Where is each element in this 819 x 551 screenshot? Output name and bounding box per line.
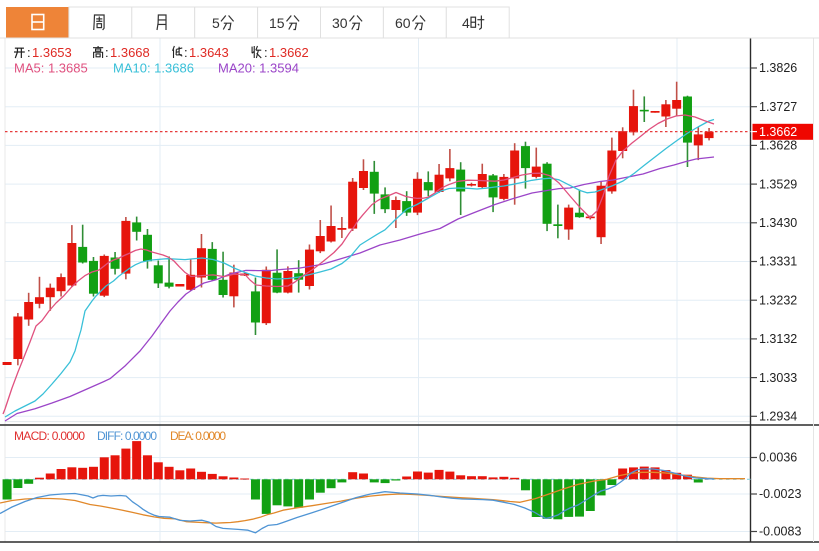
svg-text:1.3529: 1.3529 xyxy=(759,177,797,191)
svg-text::: : xyxy=(184,45,188,60)
svg-text::: : xyxy=(264,45,268,60)
svg-text:MACD: 0.0000: MACD: 0.0000 xyxy=(14,429,85,443)
svg-text:1.3727: 1.3727 xyxy=(759,100,797,114)
svg-text:1.3033: 1.3033 xyxy=(759,371,797,385)
svg-text:15: 15 xyxy=(269,15,285,31)
svg-text:1.3643: 1.3643 xyxy=(189,45,229,60)
svg-text:1.3662: 1.3662 xyxy=(759,125,797,139)
svg-text:DEA: 0.0000: DEA: 0.0000 xyxy=(170,429,226,443)
svg-text:1.2934: 1.2934 xyxy=(759,410,797,424)
svg-text:1.3668: 1.3668 xyxy=(110,45,150,60)
svg-text::: : xyxy=(27,45,31,60)
svg-text:1.3132: 1.3132 xyxy=(759,332,797,346)
svg-text:1.3232: 1.3232 xyxy=(759,293,797,307)
svg-text:30: 30 xyxy=(332,15,348,31)
svg-text:0.0036: 0.0036 xyxy=(759,451,797,465)
svg-text:DIFF: 0.0000: DIFF: 0.0000 xyxy=(97,429,157,443)
svg-text:4: 4 xyxy=(462,15,470,31)
svg-text:-0.0083: -0.0083 xyxy=(759,525,801,539)
svg-text:1.3653: 1.3653 xyxy=(32,45,72,60)
svg-text:MA5: 1.3685: MA5: 1.3685 xyxy=(14,61,88,76)
svg-text:1.3430: 1.3430 xyxy=(759,216,797,230)
svg-text:MA20: 1.3594: MA20: 1.3594 xyxy=(218,61,299,76)
svg-text:1.3331: 1.3331 xyxy=(759,255,797,269)
svg-text:-0.0023: -0.0023 xyxy=(759,487,801,501)
svg-text:5: 5 xyxy=(212,15,220,31)
svg-text:1.3662: 1.3662 xyxy=(269,45,309,60)
svg-text:MA10: 1.3686: MA10: 1.3686 xyxy=(113,61,194,76)
svg-text:60: 60 xyxy=(395,15,411,31)
svg-text::: : xyxy=(105,45,109,60)
svg-text:1.3826: 1.3826 xyxy=(759,61,797,75)
svg-text:1.3628: 1.3628 xyxy=(759,139,797,153)
